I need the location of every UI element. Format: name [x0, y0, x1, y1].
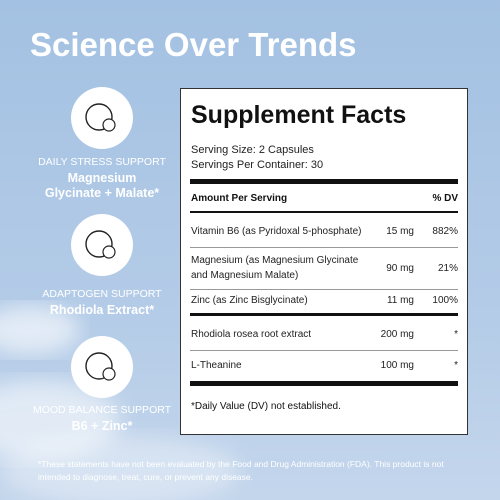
rule	[190, 289, 458, 290]
rule	[190, 313, 458, 316]
feature-label: DAILY STRESS SUPPORT	[38, 156, 166, 168]
serving-size: Serving Size: 2 Capsules	[191, 144, 314, 156]
nutrient-name: Magnesium (as Magnesium Glycinate	[191, 255, 359, 266]
nutrient-dv: 21%	[437, 262, 458, 274]
rule	[190, 211, 458, 213]
feature-label: MOOD BALANCE SUPPORT	[32, 404, 172, 416]
nutrient-amount: 100 mg	[380, 360, 414, 371]
feature-icon	[71, 214, 133, 276]
disclaimer-line: *These statements have not been evaluate…	[38, 459, 444, 469]
icon-glyph	[85, 230, 116, 259]
title: Science Over Trends	[30, 26, 357, 63]
icon-glyph	[85, 352, 116, 381]
facts-footnote: *Daily Value (DV) not established.	[191, 401, 341, 412]
nutrient-amount: 15 mg	[386, 226, 414, 237]
nutrient-dv: 100%	[432, 295, 458, 306]
nutrient-dv: *	[454, 360, 458, 371]
nutrient-name: Rhodiola rosea root extract	[191, 329, 312, 340]
servings-per-container: Servings Per Container: 30	[191, 159, 324, 171]
feature-icon	[71, 87, 133, 149]
nutrient-dv: 882%	[432, 226, 458, 237]
feature-name: Rhodiola Extract*	[49, 303, 155, 317]
feature-name: Magnesium	[67, 171, 137, 185]
nutrient-amount: 11 mg	[386, 295, 414, 306]
icon-glyph	[85, 103, 116, 132]
disclaimer-line: intended to diagnose, treat, cure, or pr…	[38, 472, 253, 482]
feature-icon	[71, 336, 133, 398]
rule	[190, 381, 458, 386]
nutrient-amount: 90 mg	[386, 262, 414, 274]
rule	[190, 350, 458, 351]
rule	[190, 179, 458, 184]
dv-header: % DV	[432, 193, 458, 204]
nutrient-dv: *	[454, 329, 458, 340]
nutrient-name: and Magnesium Malate)	[191, 270, 299, 281]
feature-name: Glycinate + Malate*	[44, 186, 160, 200]
facts-title: Supplement Facts	[191, 101, 407, 129]
amount-header: Amount Per Serving	[191, 193, 288, 204]
feature-label: ADAPTOGEN SUPPORT	[42, 288, 162, 300]
nutrient-name: Zinc (as Zinc Bisglycinate)	[191, 295, 308, 306]
feature-name: B6 + Zinc*	[71, 419, 133, 433]
nutrient-name: Vitamin B6 (as Pyridoxal 5-phosphate)	[191, 226, 362, 237]
nutrient-amount: 200 mg	[380, 329, 414, 340]
rule	[190, 247, 458, 248]
nutrient-name: L-Theanine	[191, 360, 242, 371]
facts-panel	[180, 88, 468, 435]
